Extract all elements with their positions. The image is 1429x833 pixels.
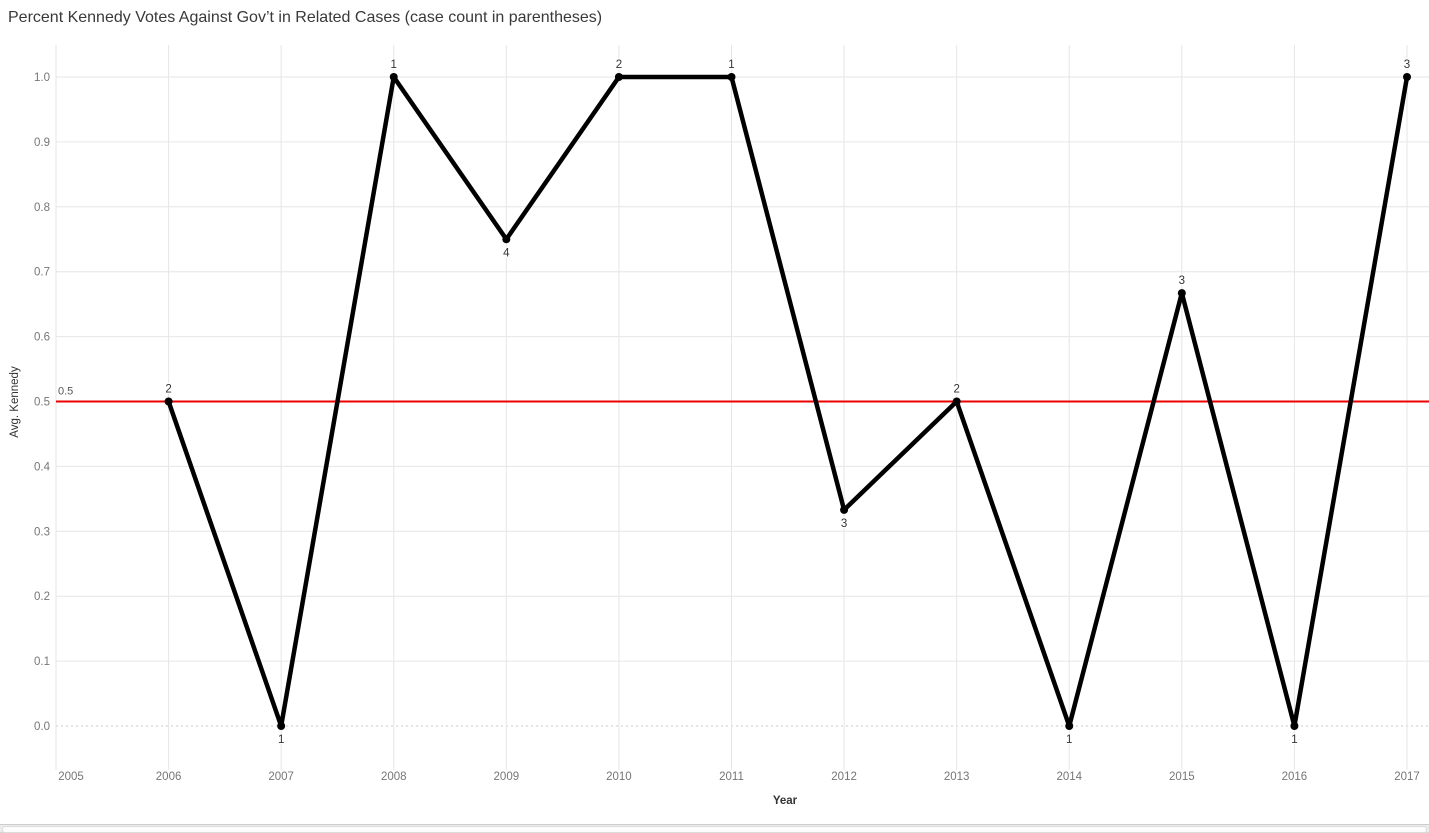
horizontal-scrollbar-track[interactable] <box>0 824 1429 833</box>
data-point-2014[interactable] <box>1065 722 1074 730</box>
point-label: 1 <box>278 734 284 746</box>
point-label: 3 <box>841 518 847 530</box>
x-tick-label: 2007 <box>268 771 294 783</box>
point-label: 2 <box>616 59 622 71</box>
data-point-2006[interactable] <box>164 397 173 406</box>
y-tick-label: 0.1 <box>34 656 50 668</box>
x-tick-label: 2008 <box>381 771 407 783</box>
point-label: 1 <box>728 59 734 71</box>
y-tick-label: 0.9 <box>34 137 50 149</box>
y-tick-label: 0.2 <box>34 591 50 603</box>
x-tick-label: 2015 <box>1169 771 1195 783</box>
x-tick-label: 2012 <box>831 771 857 783</box>
point-label: 1 <box>1066 734 1072 746</box>
x-tick-label: 2005 <box>58 771 84 783</box>
data-point-2012[interactable] <box>840 505 849 514</box>
data-point-2013[interactable] <box>952 397 961 406</box>
point-label: 3 <box>1404 59 1410 71</box>
x-tick-label: 2011 <box>719 771 744 783</box>
point-label: 1 <box>1291 734 1297 746</box>
x-tick-label: 2013 <box>944 771 970 783</box>
x-tick-label: 2010 <box>606 771 632 783</box>
horizontal-scrollbar-thumb[interactable] <box>2 826 1427 833</box>
point-label: 1 <box>391 59 397 71</box>
data-point-2010[interactable] <box>614 73 623 81</box>
point-label: 2 <box>953 384 959 396</box>
y-tick-label: 0.3 <box>34 526 50 538</box>
data-point-2008[interactable] <box>389 73 398 81</box>
y-tick-label: 0.7 <box>34 267 50 279</box>
y-tick-label: 1.0 <box>34 72 50 84</box>
point-label: 3 <box>1179 275 1185 287</box>
data-point-2007[interactable] <box>277 722 286 730</box>
data-point-2017[interactable] <box>1403 73 1411 81</box>
point-label: 2 <box>165 384 171 396</box>
x-tick-label: 2006 <box>156 771 182 783</box>
y-tick-label: 0.6 <box>34 332 50 344</box>
x-tick-label: 2009 <box>494 771 520 783</box>
x-tick-label: 2016 <box>1282 771 1308 783</box>
reference-line-label: 0.5 <box>58 386 73 398</box>
y-tick-label: 0.8 <box>34 202 50 214</box>
point-label: 4 <box>503 247 510 259</box>
y-tick-label: 0.5 <box>34 397 50 409</box>
chart-title: Percent Kennedy Votes Against Gov’t in R… <box>8 9 603 26</box>
series-line[interactable] <box>166 74 1410 729</box>
x-axis-title: Year <box>773 795 798 807</box>
data-point-2011[interactable] <box>727 73 736 81</box>
y-tick-label: 0.4 <box>34 461 51 473</box>
x-tick-label: 2014 <box>1056 771 1082 783</box>
data-point-2009[interactable] <box>502 235 511 244</box>
data-point-2015[interactable] <box>1177 289 1186 298</box>
data-point-2016[interactable] <box>1290 722 1299 730</box>
y-tick-label: 0.0 <box>34 721 50 733</box>
y-axis-title: Avg. Kennedy <box>9 366 21 438</box>
x-tick-label: 2017 <box>1394 771 1420 783</box>
